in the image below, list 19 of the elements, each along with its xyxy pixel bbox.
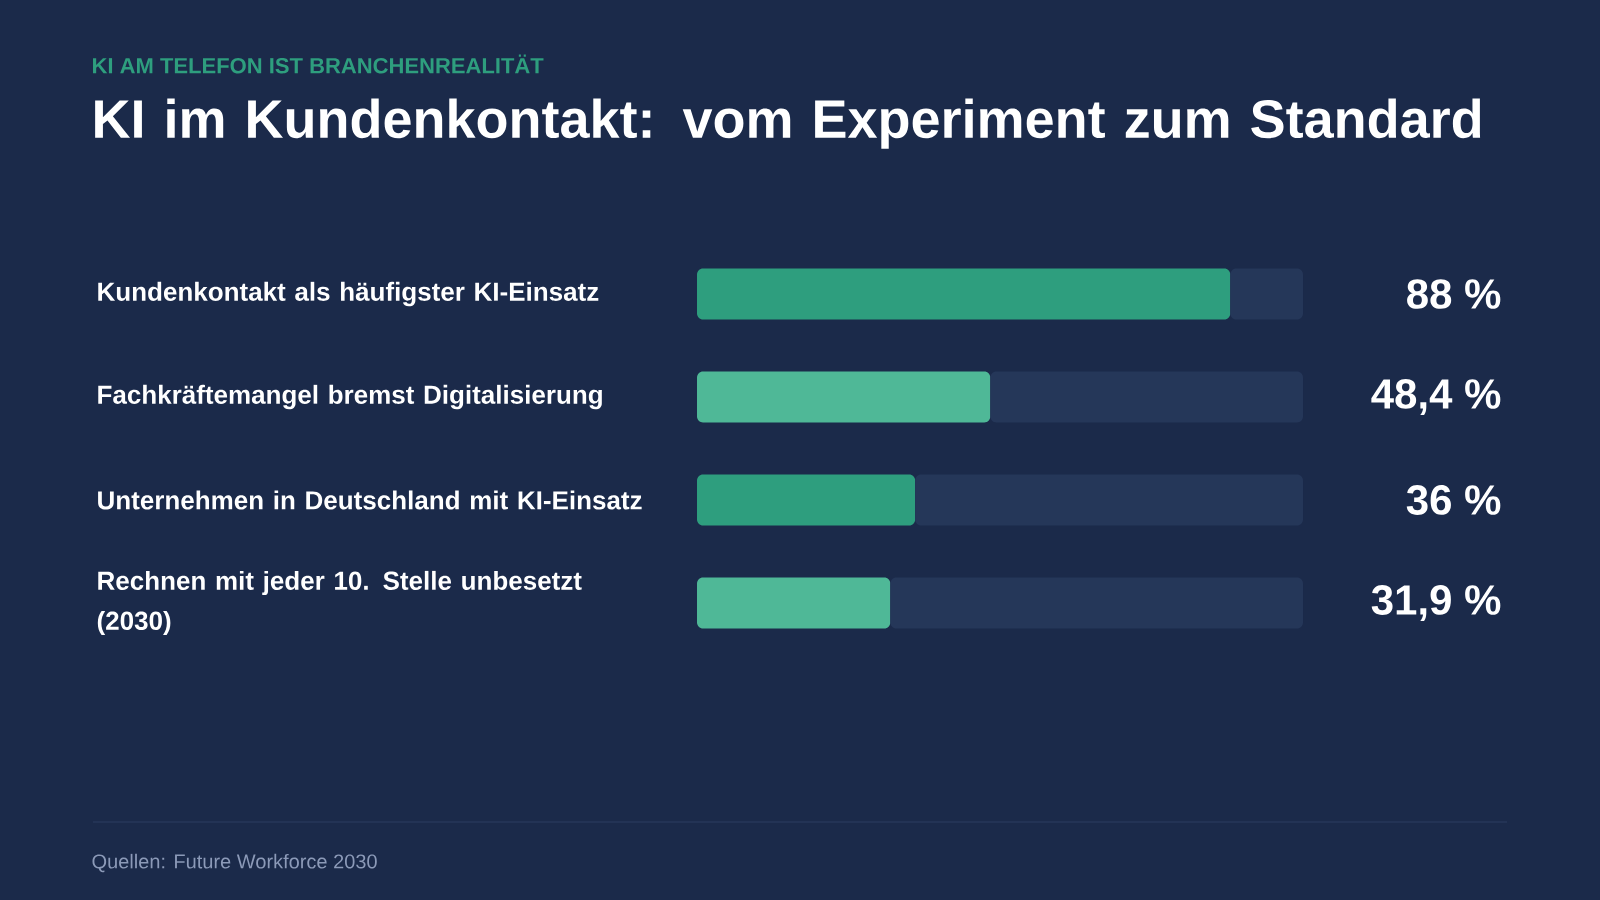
data-label: 36 % [1406,485,1501,515]
data-label: 31,9 % [1371,585,1501,621]
bar [890,577,1304,629]
bar [697,268,1231,320]
bar [915,474,1304,526]
text: KI AM TELEFON IST BRANCHENREALITÄT [93,54,544,74]
bar [1230,268,1304,320]
bar [697,577,891,629]
y-tick-label: Fachkräftemangel bremst Digitalisierung [98,384,602,410]
bar [990,371,1304,423]
data-label: 48,4 % [1371,379,1501,415]
chart-title: KI im Kundenkontakt: vom Experiment zum Standard [95,98,1481,149]
data-label: 88 % [1407,279,1501,309]
y-tick-label: Rechnen mit jeder 10. Stelle unbesetzt (2030) [97,570,582,636]
source-note: Quellen: Future Workforce 2030 [92,853,377,873]
bar [697,474,916,526]
y-tick-label: Kundenkontakt als häufigster KI-Einsatz [98,281,599,307]
bar [697,371,991,423]
y-tick-label: Unternehmen in Deutschland mit KI-Einsatz [98,490,642,510]
